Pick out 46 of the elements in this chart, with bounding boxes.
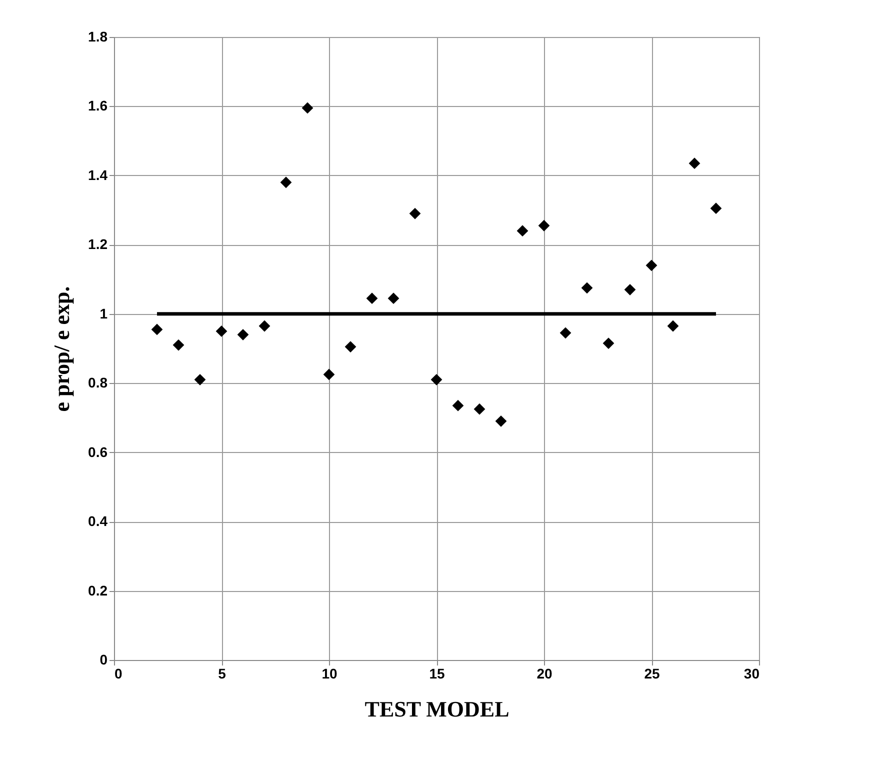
- point: [172, 339, 184, 351]
- y-tick-label: 0.2: [88, 582, 108, 598]
- point: [194, 374, 206, 386]
- y-tick-label: 0.6: [88, 444, 108, 460]
- x-tick-label: 15: [429, 666, 445, 682]
- x-tick-label: 30: [744, 666, 760, 682]
- x-tick-label: 25: [644, 666, 660, 682]
- point: [688, 158, 700, 170]
- y-tick-label: 1.4: [88, 166, 108, 183]
- x-tick-label: 10: [322, 666, 338, 682]
- x-axis-title: TEST MODEL: [364, 696, 510, 722]
- y-tick-label: 1: [100, 305, 108, 322]
- point: [560, 327, 572, 339]
- point: [366, 292, 378, 304]
- y-axis-title: e prop/ e exp.: [49, 286, 74, 412]
- point: [237, 328, 249, 340]
- point: [667, 320, 679, 332]
- point: [538, 220, 550, 232]
- point: [646, 260, 658, 272]
- point: [624, 284, 636, 296]
- x-tick-label: 5: [218, 666, 226, 682]
- point: [710, 202, 722, 214]
- point: [474, 403, 486, 415]
- y-tick-label: 1.6: [88, 98, 108, 114]
- point: [516, 225, 528, 237]
- point: [344, 341, 356, 352]
- point: [258, 320, 270, 332]
- x-tick-label: 20: [536, 666, 552, 682]
- point: [323, 368, 335, 380]
- y-tick-label: 0: [100, 652, 108, 668]
- point: [581, 282, 593, 294]
- y-tick-label: 1.8: [88, 28, 108, 44]
- point: [430, 374, 442, 386]
- y-tick-label: 1.2: [88, 236, 108, 252]
- x-tick-label: 0: [114, 666, 122, 682]
- point: [452, 400, 464, 412]
- y-tick-label: 0.8: [88, 374, 108, 391]
- y-tick-label: 0.4: [88, 513, 108, 530]
- point: [216, 325, 228, 337]
- point: [388, 292, 400, 304]
- point: [151, 324, 163, 336]
- point: [409, 208, 421, 220]
- point: [280, 176, 292, 188]
- point: [302, 102, 314, 114]
- point: [602, 338, 614, 350]
- point: [495, 415, 507, 427]
